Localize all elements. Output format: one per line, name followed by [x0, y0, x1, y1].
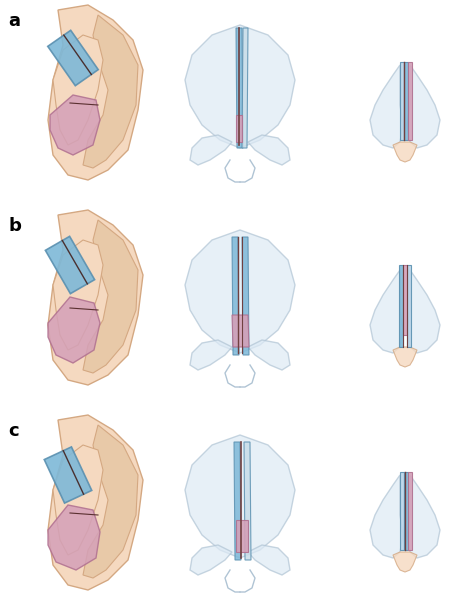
- Polygon shape: [407, 65, 440, 148]
- Polygon shape: [408, 472, 412, 550]
- Text: c: c: [8, 422, 18, 440]
- Polygon shape: [399, 265, 403, 347]
- Polygon shape: [190, 135, 232, 165]
- Polygon shape: [48, 415, 143, 590]
- Polygon shape: [48, 5, 143, 180]
- Polygon shape: [185, 435, 295, 558]
- Polygon shape: [408, 62, 412, 140]
- Polygon shape: [242, 237, 249, 355]
- Polygon shape: [48, 505, 100, 570]
- Polygon shape: [248, 135, 290, 165]
- Polygon shape: [234, 442, 241, 560]
- Polygon shape: [404, 472, 408, 550]
- Polygon shape: [185, 230, 295, 353]
- Polygon shape: [232, 315, 249, 347]
- Polygon shape: [48, 210, 143, 385]
- Polygon shape: [232, 237, 239, 355]
- Text: b: b: [8, 217, 21, 235]
- Polygon shape: [370, 475, 403, 558]
- Text: a: a: [8, 12, 20, 30]
- Polygon shape: [393, 142, 417, 162]
- Polygon shape: [46, 236, 95, 294]
- Polygon shape: [53, 445, 103, 555]
- Polygon shape: [236, 115, 242, 142]
- Polygon shape: [48, 297, 100, 363]
- Polygon shape: [370, 270, 403, 353]
- Polygon shape: [53, 35, 103, 145]
- Polygon shape: [407, 270, 440, 353]
- Polygon shape: [236, 520, 248, 552]
- Polygon shape: [400, 472, 404, 550]
- Polygon shape: [53, 240, 103, 350]
- Polygon shape: [185, 25, 295, 148]
- Polygon shape: [48, 31, 98, 86]
- Polygon shape: [403, 265, 407, 335]
- Polygon shape: [244, 442, 251, 560]
- Polygon shape: [248, 545, 290, 575]
- Polygon shape: [407, 265, 411, 347]
- Polygon shape: [242, 28, 248, 148]
- Polygon shape: [248, 340, 290, 370]
- Polygon shape: [83, 15, 138, 168]
- Polygon shape: [400, 62, 404, 140]
- Polygon shape: [393, 552, 417, 572]
- Polygon shape: [190, 545, 232, 575]
- Polygon shape: [370, 65, 403, 148]
- Polygon shape: [44, 447, 92, 503]
- Polygon shape: [236, 28, 243, 148]
- Polygon shape: [407, 475, 440, 558]
- Polygon shape: [404, 62, 408, 140]
- Polygon shape: [83, 425, 138, 578]
- Polygon shape: [83, 220, 138, 373]
- Polygon shape: [50, 95, 100, 155]
- Polygon shape: [190, 340, 232, 370]
- Polygon shape: [393, 347, 417, 367]
